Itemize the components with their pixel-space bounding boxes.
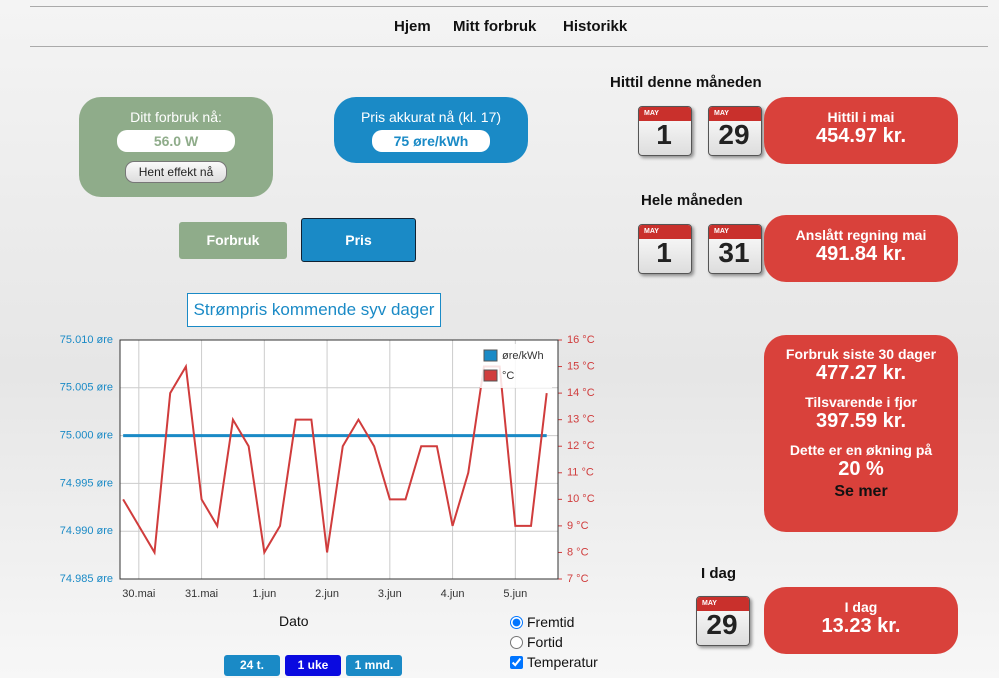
- y2-tick-label: 8 °C: [567, 546, 589, 558]
- series-line: [122, 363, 548, 556]
- card-amount: 491.84 kr.: [815, 243, 907, 265]
- card-amount: 20 %: [838, 458, 884, 480]
- calendar-month: MAY: [639, 107, 691, 121]
- x-tick-label: 4.jun: [441, 588, 465, 600]
- section-heading: Hele måneden: [641, 192, 743, 209]
- card-label: Hittil i mai: [827, 109, 895, 125]
- price-panel: Pris akkurat nå (kl. 17) 75 øre/kWh: [334, 97, 528, 163]
- range-button[interactable]: 24 t.: [224, 655, 280, 676]
- card-amount: 477.27 kr.: [815, 362, 907, 384]
- usage-panel: Ditt forbruk nå: 56.0 W Hent effekt nå: [79, 97, 273, 197]
- calendar-month: MAY: [639, 225, 691, 239]
- calendar-day: 1: [656, 237, 672, 268]
- y2-tick-label: 7 °C: [567, 573, 589, 585]
- radio[interactable]: [510, 636, 523, 649]
- y-tick-label: 74.995 øre: [60, 477, 113, 489]
- nav-link[interactable]: Hjem: [394, 18, 431, 35]
- price-value: 75 øre/kWh: [372, 130, 490, 152]
- radio-option[interactable]: Fortid: [510, 634, 563, 650]
- checkbox[interactable]: [510, 656, 523, 669]
- legend-swatch: [483, 349, 498, 362]
- nav-link[interactable]: Mitt forbruk: [453, 18, 537, 35]
- fetch-button[interactable]: Hent effekt nå: [125, 161, 227, 183]
- legend-label: °C: [502, 370, 514, 382]
- section-heading: I dag: [701, 565, 737, 582]
- see-more-link[interactable]: Se mer: [834, 483, 888, 500]
- plot-border: [119, 339, 559, 580]
- calendar-icon: MAY 1: [636, 100, 692, 156]
- section-heading: Hittil denne måneden: [610, 74, 762, 91]
- radio-label: Fortid: [527, 634, 563, 650]
- y-tick-label: 75.005 øre: [60, 382, 113, 394]
- y2-tick-label: 11 °C: [567, 467, 594, 479]
- calendar-day: 1: [656, 119, 672, 150]
- calendar-day: 29: [718, 119, 750, 150]
- price-label: Pris akkurat nå (kl. 17): [360, 109, 502, 125]
- range-button[interactable]: 1 mnd.: [346, 655, 402, 676]
- y-tick-label: 74.985 øre: [60, 573, 113, 585]
- radio[interactable]: [510, 616, 523, 629]
- summary-card: I dag 13.23 kr.: [764, 587, 958, 654]
- radio-label: Fremtid: [527, 614, 575, 630]
- card-amount: 13.23 kr.: [821, 615, 901, 637]
- x-tick-label: 3.jun: [378, 588, 402, 600]
- usage-value: 56.0 W: [117, 130, 235, 152]
- card-label: I dag: [844, 599, 878, 615]
- tab[interactable]: Forbruk: [179, 222, 287, 259]
- card-label: Forbruk siste 30 dager: [785, 346, 937, 362]
- checkbox-option[interactable]: Temperatur: [510, 654, 598, 670]
- y2-tick-label: 9 °C: [567, 520, 589, 532]
- nav-link[interactable]: Historikk: [563, 18, 628, 35]
- calendar-icon: MAY 31: [706, 218, 762, 274]
- y2-tick-label: 10 °C: [567, 493, 595, 505]
- x-tick-label: 2.jun: [315, 588, 339, 600]
- comparison-card: Forbruk siste 30 dager 477.27 kr. Tilsva…: [764, 335, 958, 532]
- usage-label: Ditt forbruk nå:: [130, 109, 222, 125]
- calendar-month: MAY: [709, 225, 761, 239]
- card-label: Anslått regning mai: [795, 227, 927, 243]
- y2-tick-label: 13 °C: [567, 414, 595, 426]
- radio-option[interactable]: Fremtid: [510, 614, 574, 630]
- divider: [30, 6, 988, 7]
- x-axis-label: Dato: [279, 613, 309, 629]
- y2-tick-label: 15 °C: [567, 360, 595, 372]
- chart-title: Strømpris kommende syv dager: [187, 293, 441, 327]
- y-tick-label: 75.010 øre: [60, 334, 113, 346]
- y2-tick-label: 16 °C: [567, 334, 595, 346]
- x-tick-label: 30.mai: [122, 588, 155, 600]
- calendar-icon: MAY 1: [636, 218, 692, 274]
- calendar-icon: MAY 29: [694, 590, 750, 646]
- calendar-icon: MAY 29: [706, 100, 762, 156]
- calendar-day: 31: [718, 237, 750, 268]
- x-tick-label: 1.jun: [252, 588, 276, 600]
- card-label: Tilsvarende i fjor: [805, 394, 917, 410]
- legend-label: øre/kWh: [502, 350, 544, 362]
- y-tick-label: 75.000 øre: [60, 430, 113, 442]
- checkbox-label: Temperatur: [527, 654, 598, 670]
- x-tick-label: 5.jun: [503, 588, 527, 600]
- y-tick-label: 74.990 øre: [60, 525, 113, 537]
- summary-card: Hittil i mai 454.97 kr.: [764, 97, 958, 164]
- summary-card: Anslått regning mai 491.84 kr.: [764, 215, 958, 282]
- y2-tick-label: 14 °C: [567, 387, 595, 399]
- y2-tick-label: 12 °C: [567, 440, 595, 452]
- x-tick-label: 31.mai: [185, 588, 218, 600]
- tab[interactable]: Pris: [301, 218, 416, 262]
- calendar-day: 29: [706, 609, 738, 640]
- chart: 74.985 øre 74.990 øre 74.995 øre 75.000 øre…: [60, 334, 595, 600]
- calendar-month: MAY: [709, 107, 761, 121]
- card-amount: 454.97 kr.: [815, 125, 907, 147]
- legend-swatch: [483, 369, 498, 382]
- range-button[interactable]: 1 uke: [285, 655, 341, 676]
- calendar-month: MAY: [697, 597, 749, 611]
- card-amount: 397.59 kr.: [815, 410, 907, 432]
- card-label: Dette er en økning på: [789, 442, 933, 458]
- divider: [30, 46, 988, 47]
